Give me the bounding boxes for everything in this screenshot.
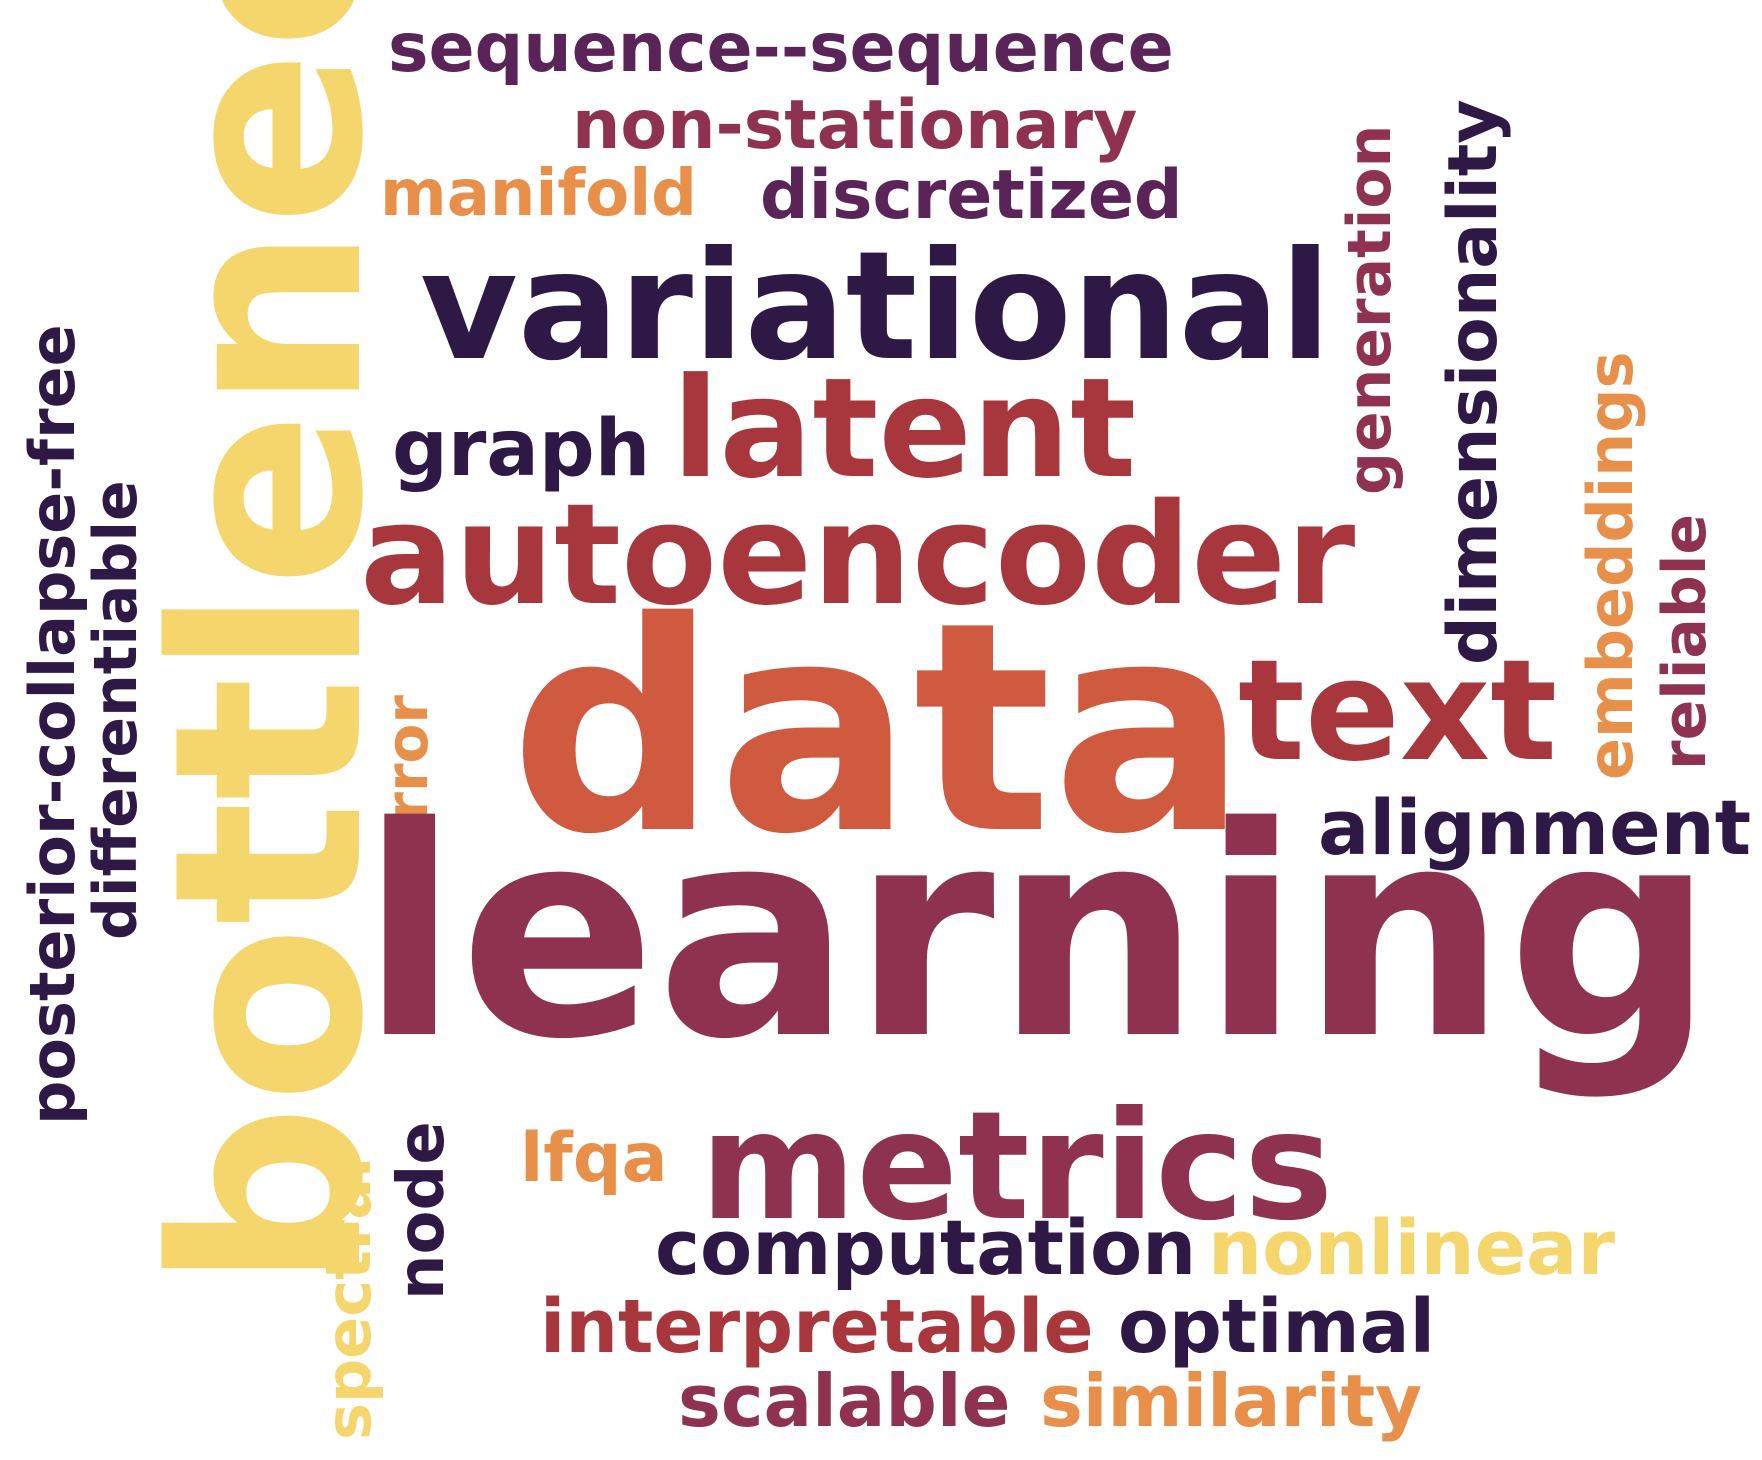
word-variational: variational	[420, 220, 1332, 394]
word-autoencoder: autoencoder	[360, 474, 1356, 637]
word-graph: graph	[392, 404, 651, 494]
word-learning: learning	[360, 766, 1715, 1103]
word-embeddings: embeddings	[1574, 351, 1647, 780]
word-metrics: metrics	[700, 1080, 1334, 1254]
word-non-stationary: non-stationary	[572, 86, 1138, 165]
word-dimensionality: dimensionality	[1434, 99, 1513, 665]
word-interpretable: interpretable	[540, 1284, 1094, 1370]
word-similarity: similarity	[1040, 1359, 1423, 1443]
word-discretized: discretized	[760, 156, 1183, 235]
word-lfqa: lfqa	[520, 1119, 668, 1198]
word-computation: computation	[655, 1203, 1197, 1292]
word-text: text	[1238, 630, 1558, 793]
word-alignment: alignment	[1318, 783, 1752, 872]
word-spectral: spectral	[312, 1156, 385, 1440]
word-data: data	[510, 561, 1248, 898]
word-reliable: reliable	[1650, 513, 1720, 770]
word-posterior-collapse-free: posterior-collapse-free	[16, 324, 89, 1125]
word-node: node	[385, 1121, 459, 1300]
word-sequence-sequence: sequence--sequence	[388, 9, 1174, 88]
word-optimal: optimal	[1118, 1284, 1435, 1370]
word-nonlinear: nonlinear	[1208, 1203, 1615, 1292]
word-latent: latent	[672, 348, 1137, 509]
word-generation: generation	[1335, 124, 1405, 495]
word-scalable: scalable	[678, 1359, 1011, 1443]
word-differentiable: differentiable	[81, 480, 151, 940]
word-manifold: manifold	[380, 157, 697, 231]
